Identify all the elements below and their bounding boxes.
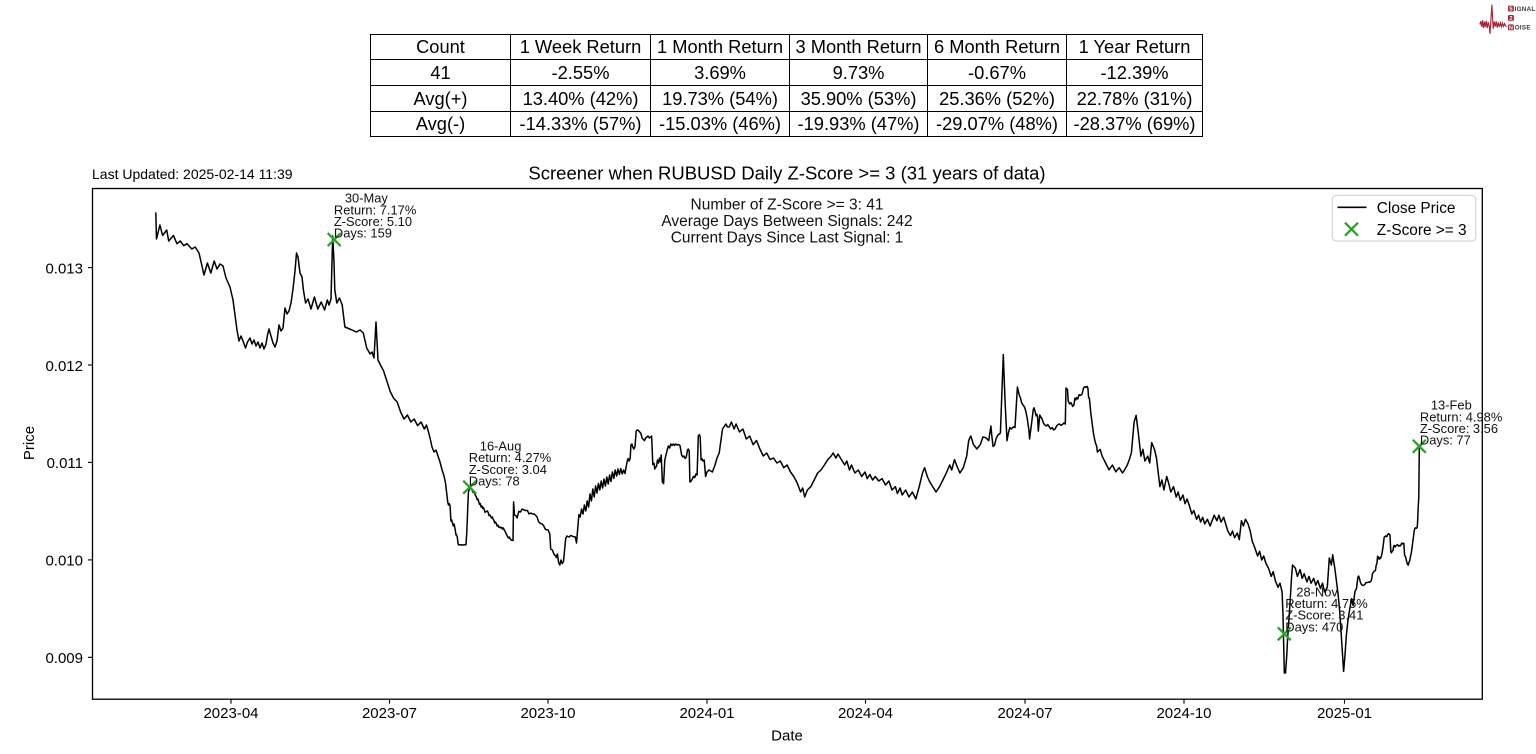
svg-text:Return: 4.27%: Return: 4.27% — [469, 450, 551, 465]
svg-text:16-Aug: 16-Aug — [480, 439, 522, 454]
svg-text:28-Nov: 28-Nov — [1296, 584, 1338, 599]
svg-text:IGNAL: IGNAL — [1515, 6, 1536, 13]
svg-text:2024-07: 2024-07 — [997, 705, 1052, 722]
svg-text:Return: 4.75%: Return: 4.75% — [1285, 596, 1367, 611]
svg-text:Z-Score: 3.41: Z-Score: 3.41 — [1285, 608, 1363, 623]
svg-text:Last Updated: 2025-02-14 11:39: Last Updated: 2025-02-14 11:39 — [92, 166, 293, 182]
svg-text:Date: Date — [771, 728, 803, 745]
svg-text:2024-04: 2024-04 — [838, 705, 893, 722]
svg-text:Screener when RUBUSD Daily Z-S: Screener when RUBUSD Daily Z-Score >= 3 … — [528, 163, 1045, 184]
svg-text:2: 2 — [1509, 16, 1512, 22]
svg-text:Average Days Between Signals:: Average Days Between Signals: 242 — [661, 213, 912, 230]
svg-text:30-May: 30-May — [345, 191, 389, 206]
svg-text:0.012: 0.012 — [45, 358, 83, 375]
svg-text:Z-Score: 3.56: Z-Score: 3.56 — [1420, 421, 1498, 436]
svg-text:Price: Price — [21, 426, 38, 460]
svg-text:S: S — [1509, 7, 1513, 13]
svg-text:N: N — [1509, 25, 1513, 31]
svg-text:Number of Z-Score >= 3: 41: Number of Z-Score >= 3: 41 — [691, 197, 884, 214]
svg-text:0.009: 0.009 — [45, 650, 83, 667]
svg-text:2024-01: 2024-01 — [679, 705, 734, 722]
svg-text:Return: 7.17%: Return: 7.17% — [334, 202, 416, 217]
svg-text:Z-Score >= 3: Z-Score >= 3 — [1377, 222, 1467, 239]
svg-text:OISE: OISE — [1515, 25, 1532, 32]
svg-text:Return: 4.98%: Return: 4.98% — [1420, 409, 1502, 424]
svg-text:Days: 77: Days: 77 — [1420, 433, 1471, 448]
svg-text:2024-10: 2024-10 — [1156, 705, 1211, 722]
svg-text:Days: 78: Days: 78 — [469, 474, 520, 489]
svg-text:Z-Score: 3.04: Z-Score: 3.04 — [469, 462, 547, 477]
svg-text:2023-10: 2023-10 — [520, 705, 575, 722]
svg-text:Close Price: Close Price — [1377, 200, 1456, 217]
svg-text:0.011: 0.011 — [47, 455, 83, 472]
svg-text:Z-Score: 5.10: Z-Score: 5.10 — [334, 214, 412, 229]
svg-text:13-Feb: 13-Feb — [1431, 398, 1472, 413]
svg-text:Days: 159: Days: 159 — [334, 226, 392, 241]
svg-text:2023-07: 2023-07 — [362, 705, 417, 722]
svg-text:0.013: 0.013 — [45, 260, 83, 277]
svg-text:Current Days Since Last Signal: Current Days Since Last Signal: 1 — [671, 230, 904, 247]
svg-text:2025-01: 2025-01 — [1317, 705, 1372, 722]
svg-text:2023-04: 2023-04 — [203, 705, 258, 722]
svg-text:Days: 470: Days: 470 — [1285, 619, 1343, 634]
svg-text:0.010: 0.010 — [45, 553, 83, 570]
